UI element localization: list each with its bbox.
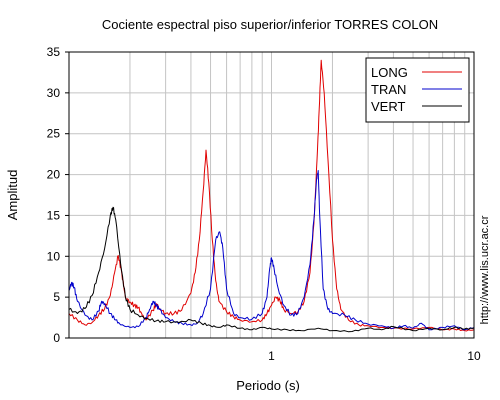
y-axis-label: Amplitud <box>5 170 20 221</box>
x-tick-label: 10 <box>467 349 481 363</box>
legend-box <box>365 57 470 123</box>
plot-frame <box>68 51 475 339</box>
y-tick-label: 30 <box>47 86 61 100</box>
y-tick-label: 15 <box>47 208 61 222</box>
y-tick-label: 10 <box>47 249 61 263</box>
legend: LONG TRAN VERT <box>365 57 470 123</box>
chart-title: Cociente espectral piso superior/inferio… <box>102 17 438 32</box>
y-tick-label: 35 <box>47 45 61 59</box>
series-layer <box>68 59 475 333</box>
y-tick-label: 0 <box>53 331 60 345</box>
series-line-tran <box>68 170 475 331</box>
series-line-long <box>68 59 475 332</box>
x-axis-label: Periodo (s) <box>236 378 300 393</box>
legend-label-vert: VERT <box>371 99 405 114</box>
y-tick-label: 25 <box>47 127 61 141</box>
ticks: 1 10 0 5 10 15 20 25 30 35 <box>47 45 481 363</box>
x-tick-label: 1 <box>268 349 275 363</box>
watermark-url: http://www.lis.ucr.ac.cr <box>479 215 491 324</box>
legend-label-long: LONG <box>371 65 408 80</box>
legend-label-tran: TRAN <box>371 82 406 97</box>
series-line-vert <box>68 206 474 333</box>
y-tick-label: 5 <box>53 290 60 304</box>
y-tick-label: 20 <box>47 168 61 182</box>
